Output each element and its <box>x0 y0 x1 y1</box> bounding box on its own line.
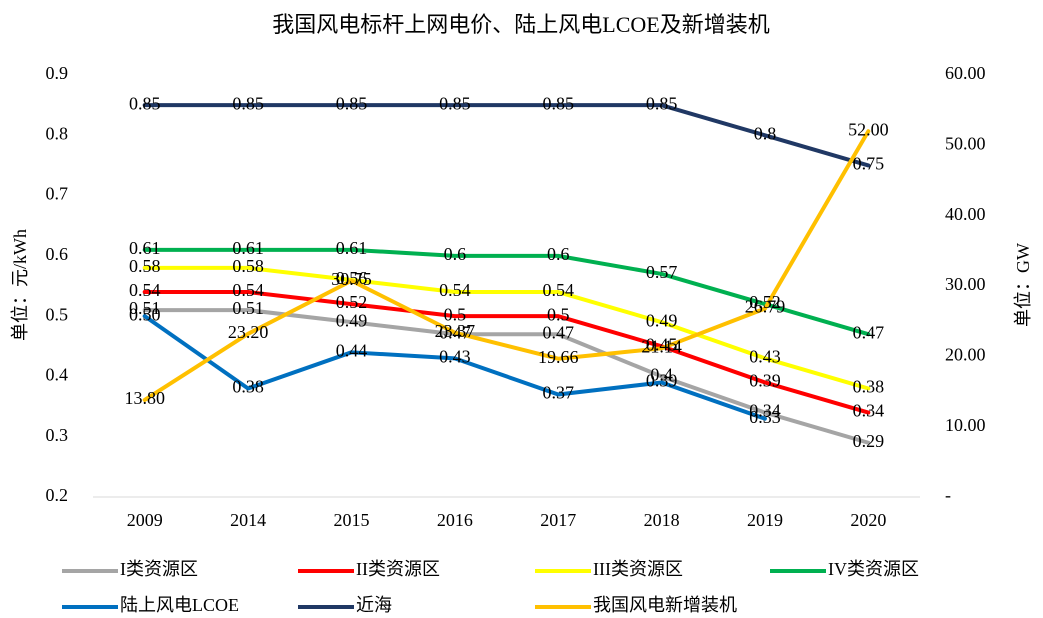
data-label: 0.45 <box>646 334 678 354</box>
legend-label: 近海 <box>356 595 392 615</box>
y2-tick-label: 50.00 <box>945 133 986 153</box>
data-label: 0.34 <box>749 401 781 421</box>
data-label: 0.57 <box>646 262 678 282</box>
data-label: 0.85 <box>232 93 264 113</box>
data-label: 30.75 <box>331 269 372 289</box>
data-label: 26.79 <box>745 297 786 317</box>
data-label: 19.66 <box>538 347 579 367</box>
y2-tick-label: - <box>945 485 951 505</box>
data-label: 0.39 <box>749 371 781 391</box>
data-label: 0.47 <box>439 322 471 342</box>
data-label: 0.85 <box>439 93 471 113</box>
data-label: 0.4 <box>650 365 673 385</box>
legend-label: II类资源区 <box>356 559 440 579</box>
data-label: 13.80 <box>124 388 165 408</box>
x-tick-label: 2016 <box>437 510 473 530</box>
y2-axis-label: 单位：GW <box>1013 243 1033 327</box>
series-line <box>142 265 871 391</box>
y-tick-label: 0.2 <box>46 485 69 505</box>
data-label: 0.6 <box>444 244 467 264</box>
y-tick-label: 0.4 <box>46 365 69 385</box>
legend-label: 我国风电新增装机 <box>593 595 737 615</box>
data-label: 0.33 <box>749 407 781 427</box>
data-label: 0.37 <box>542 383 574 403</box>
data-label: 0.5 <box>444 304 467 324</box>
x-tick-label: 2017 <box>540 510 576 530</box>
data-label: 52.00 <box>848 119 889 139</box>
data-label: 0.61 <box>336 238 368 258</box>
data-label: 0.34 <box>853 401 885 421</box>
legend-label: I类资源区 <box>120 559 198 579</box>
series-line <box>142 290 871 415</box>
data-label: 0.38 <box>232 377 264 397</box>
x-tick-label: 2018 <box>644 510 680 530</box>
y-axis-label: 单位：元/kWh <box>10 229 30 341</box>
data-label: 0.52 <box>336 292 368 312</box>
legend-label: IV类资源区 <box>828 559 919 579</box>
data-label: 0.58 <box>129 256 161 276</box>
data-label: 21.14 <box>641 336 682 356</box>
data-label: 0.50 <box>129 304 161 324</box>
data-label: 0.43 <box>749 346 781 366</box>
data-label: 0.51 <box>129 298 161 318</box>
legend-label: 陆上风电LCOE <box>120 595 239 615</box>
y-tick-label: 0.5 <box>46 304 69 324</box>
data-label: 0.61 <box>129 238 161 258</box>
data-label: 23.37 <box>435 321 476 341</box>
series-line <box>142 129 871 402</box>
data-label: 0.61 <box>232 238 264 258</box>
y-tick-label: 0.7 <box>46 184 69 204</box>
data-label: 0.85 <box>129 93 161 113</box>
series-line <box>142 103 871 168</box>
data-label: 0.85 <box>646 93 678 113</box>
data-label: 0.47 <box>542 322 574 342</box>
y-tick-label: 0.9 <box>46 63 69 83</box>
data-label: 0.6 <box>547 244 570 264</box>
data-label: 0.5 <box>547 304 570 324</box>
x-tick-label: 2014 <box>230 510 266 530</box>
x-tick-label: 2019 <box>747 510 783 530</box>
series-line <box>142 247 871 337</box>
data-label: 0.54 <box>129 280 161 300</box>
data-label: 0.51 <box>232 298 264 318</box>
data-label: 0.39 <box>646 371 678 391</box>
data-label: 0.44 <box>336 340 368 360</box>
data-label: 0.54 <box>232 280 264 300</box>
data-label: 0.8 <box>754 123 777 143</box>
y2-tick-label: 60.00 <box>945 63 986 83</box>
legend-label: III类资源区 <box>593 559 683 579</box>
data-label: 0.85 <box>336 93 368 113</box>
data-label: 0.85 <box>542 93 574 113</box>
data-label: 0.49 <box>336 310 368 330</box>
data-label: 23.20 <box>228 322 269 342</box>
y2-tick-label: 40.00 <box>945 204 986 224</box>
data-label: 0.43 <box>439 346 471 366</box>
data-label: 0.49 <box>646 310 678 330</box>
x-tick-label: 2015 <box>333 510 369 530</box>
data-label: 0.47 <box>853 322 885 342</box>
y-tick-label: 0.6 <box>46 244 69 264</box>
series-line <box>142 314 767 421</box>
x-tick-label: 2020 <box>850 510 886 530</box>
x-tick-label: 2009 <box>127 510 163 530</box>
series-line <box>142 308 871 445</box>
data-label: 0.58 <box>232 256 264 276</box>
data-label: 0.54 <box>542 280 574 300</box>
y2-tick-label: 30.00 <box>945 274 986 294</box>
data-label: 0.38 <box>853 377 885 397</box>
chart-title: 我国风电标杆上网电价、陆上风电LCOE及新增装机 <box>272 12 769 37</box>
data-label: 0.52 <box>749 292 781 312</box>
data-label: 0.75 <box>853 154 885 174</box>
y2-tick-label: 20.00 <box>945 344 986 364</box>
data-label: 0.54 <box>439 280 471 300</box>
data-label: 0.56 <box>336 268 368 288</box>
y-tick-label: 0.3 <box>46 425 69 445</box>
y-tick-label: 0.8 <box>46 123 69 143</box>
y2-tick-label: 10.00 <box>945 415 986 435</box>
data-label: 0.29 <box>853 431 885 451</box>
